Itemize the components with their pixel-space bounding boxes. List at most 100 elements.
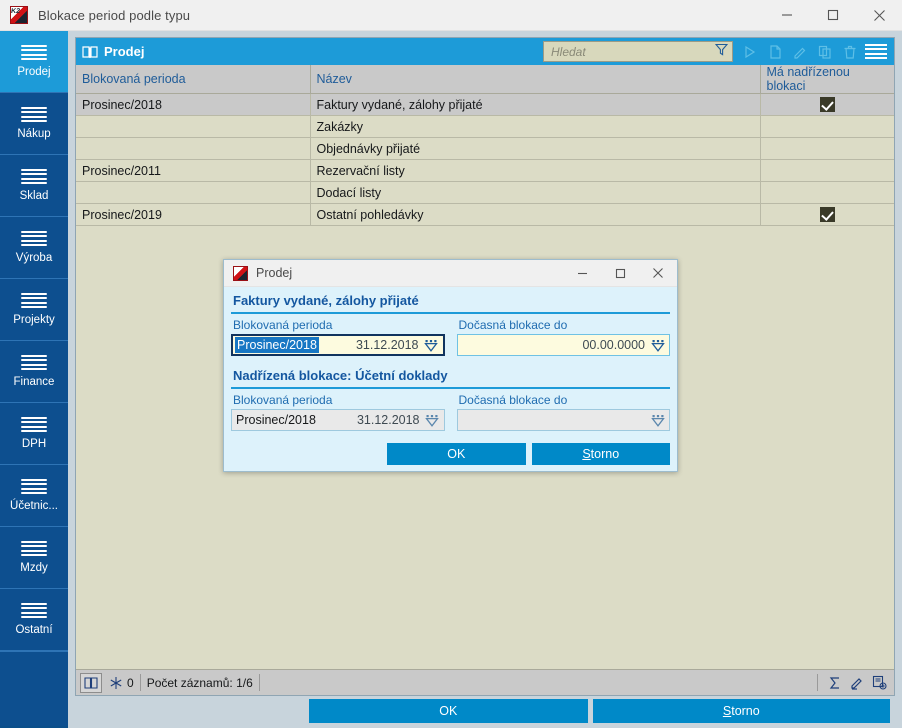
menu-burger-icon: [21, 417, 47, 432]
period-input-date: 31.12.2018: [355, 338, 419, 352]
panel-toolbar: [737, 39, 892, 64]
sidebar-item-mzdy[interactable]: Mzdy: [0, 527, 68, 589]
cell-period: Prosinec/2019: [76, 203, 311, 226]
cancel-rest: torno: [731, 704, 760, 718]
sidebar-item-dph[interactable]: DPH: [0, 403, 68, 465]
cell-flag[interactable]: [760, 115, 894, 138]
sidebar-item-projekty[interactable]: Projekty: [0, 279, 68, 341]
sidebar-item-label: Ostatní: [15, 624, 53, 636]
window-title: Blokace period podle typu: [38, 7, 191, 23]
k2-logo-icon: [233, 265, 248, 281]
sidebar-item-sklad[interactable]: Sklad: [0, 155, 68, 217]
close-icon[interactable]: [856, 0, 902, 31]
dialog-section1-fields: Blokovaná perioda Prosinec/2018 31.12.20…: [231, 314, 670, 356]
search-input[interactable]: Hledat: [543, 41, 733, 62]
column-header-flag[interactable]: Má nadřízenou blokaci: [760, 65, 894, 94]
sidebar-item-label: DPH: [21, 438, 47, 450]
open-book-icon: [82, 45, 98, 59]
copy-icon[interactable]: [812, 39, 837, 64]
period-input-focused[interactable]: Prosinec/2018 31.12.2018: [231, 334, 445, 356]
sidebar-item-label: Projekty: [13, 314, 55, 326]
parent-temp-block-input: [456, 409, 670, 431]
maximize-icon[interactable]: [810, 0, 856, 31]
edit-pencil-icon[interactable]: [787, 39, 812, 64]
cell-period: [76, 115, 311, 138]
minimize-icon[interactable]: [563, 260, 601, 287]
sidebar-item-prodej[interactable]: Prodej: [0, 31, 68, 93]
dialog-section2-fields: Blokovaná perioda Prosinec/2018 31.12.20…: [231, 389, 670, 431]
cell-flag[interactable]: [760, 203, 894, 226]
hamburger-menu-icon[interactable]: [865, 44, 887, 59]
sidebar-item-ucetnictvi[interactable]: Účetnic...: [0, 465, 68, 527]
snow-count: 0: [127, 675, 134, 690]
field-docasna-blokace-1: Dočasná blokace do 00.00.0000: [456, 318, 670, 356]
calendar-dropdown-icon: [650, 413, 665, 427]
edit-pencil-icon[interactable]: [846, 673, 868, 693]
calendar-dropdown-icon[interactable]: [650, 338, 665, 352]
sidebar-item-label: Sklad: [19, 190, 49, 202]
menu-burger-icon: [21, 355, 47, 370]
temp-block-date: 00.00.0000: [582, 338, 645, 352]
cancel-accel: S: [722, 704, 732, 718]
sidebar-item-label: Mzdy: [20, 562, 48, 574]
sidebar-item-finance[interactable]: Finance: [0, 341, 68, 403]
sidebar-item-label: Výroba: [15, 252, 53, 264]
open-book-icon[interactable]: [80, 672, 102, 693]
ok-button[interactable]: OK: [309, 699, 588, 723]
parent-period-date: 31.12.2018: [356, 413, 420, 427]
sidebar-item-ostatni[interactable]: Ostatní: [0, 589, 68, 651]
menu-burger-icon: [21, 479, 47, 494]
column-header-period[interactable]: Blokovaná perioda: [76, 65, 311, 94]
field-label: Dočasná blokace do: [458, 318, 568, 332]
dialog-ok-button[interactable]: OK: [387, 443, 526, 465]
cell-flag[interactable]: [760, 93, 894, 116]
new-document-icon[interactable]: [762, 39, 787, 64]
table-row[interactable]: Zakázky: [76, 115, 894, 138]
close-icon[interactable]: [639, 260, 677, 287]
cell-period: Prosinec/2018: [76, 93, 311, 116]
filter-funnel-icon[interactable]: [714, 43, 729, 61]
prodej-dialog: Prodej Faktury vydané, zálohy přijaté Bl…: [223, 259, 678, 472]
table-row[interactable]: Objednávky přijaté: [76, 137, 894, 160]
table-row[interactable]: Prosinec/2019 Ostatní pohledávky: [76, 203, 894, 226]
maximize-icon[interactable]: [601, 260, 639, 287]
sum-sigma-icon[interactable]: [824, 673, 846, 693]
cell-flag[interactable]: [760, 159, 894, 182]
table-row[interactable]: Prosinec/2018 Faktury vydané, zálohy při…: [76, 93, 894, 116]
dialog-section1-heading: Faktury vydané, zálohy přijaté: [231, 287, 670, 314]
calendar-dropdown-icon[interactable]: [424, 338, 439, 352]
cell-flag[interactable]: [760, 181, 894, 204]
cell-flag[interactable]: [760, 137, 894, 160]
checkbox-checked-icon: [819, 207, 835, 223]
temp-block-input[interactable]: 00.00.0000: [456, 334, 670, 356]
column-header-name[interactable]: Název: [310, 65, 761, 94]
minimize-icon[interactable]: [764, 0, 810, 31]
cell-name: Objednávky přijaté: [310, 137, 761, 160]
run-play-icon[interactable]: [737, 39, 762, 64]
period-input-value: Prosinec/2018: [235, 337, 319, 353]
cell-name: Zakázky: [310, 115, 761, 138]
cell-name: Rezervační listy: [310, 159, 761, 182]
delete-trash-icon[interactable]: [837, 39, 862, 64]
menu-burger-icon: [21, 603, 47, 618]
table-row[interactable]: Dodací listy: [76, 181, 894, 204]
field-label: Dočasná blokace do: [458, 393, 568, 407]
calendar-dropdown-icon: [425, 413, 440, 427]
snowflake-icon[interactable]: [105, 673, 127, 693]
sidebar-item-label: Nákup: [17, 128, 51, 140]
add-record-icon[interactable]: [868, 673, 890, 693]
sidebar-item-nakup[interactable]: Nákup: [0, 93, 68, 155]
field-docasna-blokace-2: Dočasná blokace do: [456, 393, 670, 431]
sidebar-item-vyroba[interactable]: Výroba: [0, 217, 68, 279]
records-grid: Blokovaná perioda Název Má nadřízenou bl…: [76, 65, 894, 669]
panel-header: Prodej Hledat: [76, 38, 894, 65]
menu-burger-icon: [21, 541, 47, 556]
dialog-section2-heading: Nadřízená blokace: Účetní doklady: [231, 362, 670, 389]
table-row[interactable]: Prosinec/2011 Rezervační listy: [76, 159, 894, 182]
checkbox-checked-icon: [819, 97, 835, 113]
menu-burger-icon: [21, 293, 47, 308]
